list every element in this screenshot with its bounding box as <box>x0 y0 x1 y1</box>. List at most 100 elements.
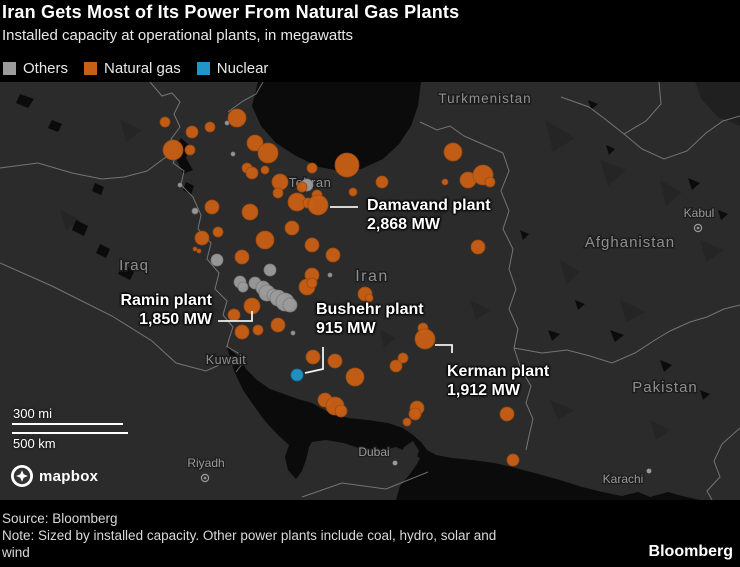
plant-marker-other <box>230 151 236 157</box>
plant-marker-natural-gas <box>348 187 358 197</box>
desert-patch <box>695 82 740 126</box>
plant-marker-natural-gas <box>234 249 250 265</box>
map-label-iran: Iran <box>355 268 389 285</box>
source-line: Source: Bloomberg <box>2 511 118 526</box>
bloomberg-logo: Bloomberg <box>648 543 733 560</box>
legend-label: Others <box>23 60 69 77</box>
plant-marker-other <box>191 207 199 215</box>
map-label-afghanistan: Afghanistan <box>585 234 675 251</box>
plant-marker-natural-gas <box>257 142 279 164</box>
map-labels: Turkmenistan Iraq Iran Afghanistan Pakistan K… <box>118 90 716 488</box>
scale-miles-label: 300 mi <box>13 406 53 421</box>
plant-marker-natural-gas <box>484 176 496 188</box>
plant-marker-other <box>290 330 296 336</box>
plant-marker-natural-gas <box>204 199 220 215</box>
mapbox-logo-icon <box>11 465 33 487</box>
plant-marker-natural-gas <box>306 162 318 174</box>
city-marker-ring <box>693 223 703 233</box>
natural-gas-swatch-icon <box>84 62 98 75</box>
map-label-turkmenistan: Turkmenistan <box>438 91 531 106</box>
plant-marker-natural-gas <box>304 237 320 253</box>
annotation-damavand: Damavand plant 2,868 MW <box>367 196 491 234</box>
plant-marker-natural-gas <box>272 187 284 199</box>
plant-marker-natural-gas <box>375 175 389 189</box>
map: Turkmenistan Iraq Iran Afghanistan Pakistan K… <box>0 82 740 500</box>
plant-marker-natural-gas <box>284 220 300 236</box>
annotation-kerman: Kerman plant 1,912 MW <box>447 362 549 400</box>
plant-marker-natural-gas <box>389 359 403 373</box>
plant-marker-natural-gas <box>334 404 348 418</box>
plant-marker-natural-gas <box>227 108 247 128</box>
plant-marker-other <box>224 120 230 126</box>
plant-marker-natural-gas <box>327 353 343 369</box>
annotation-plant-value: 2,868 MW <box>367 216 440 233</box>
caspian-sea <box>252 82 421 171</box>
plant-marker-natural-gas <box>246 134 264 152</box>
scale-km-label: 500 km <box>13 436 56 451</box>
plant-marker-natural-gas <box>408 407 422 421</box>
map-label-karachi: Karachi <box>603 472 644 486</box>
city-marker-dot <box>203 476 207 480</box>
plant-marker-natural-gas <box>184 144 196 156</box>
plant-marker-natural-gas <box>234 324 250 340</box>
scale-miles-bar <box>12 423 123 425</box>
plant-marker-natural-gas <box>196 248 202 254</box>
page-title: Iran Gets Most of Its Power From Natural… <box>2 2 460 22</box>
plant-marker-natural-gas <box>364 293 374 303</box>
plant-marker-natural-gas <box>334 152 360 178</box>
mapbox-wordmark: mapbox <box>39 467 99 485</box>
plant-marker-natural-gas <box>185 125 199 139</box>
map-label-kabul: Kabul <box>684 206 715 220</box>
plant-marker-natural-gas <box>227 308 241 322</box>
footer: Source: Bloomberg Note: Sized by install… <box>2 510 522 561</box>
plant-marker-other <box>237 281 249 293</box>
plant-marker-natural-gas <box>470 239 486 255</box>
legend-label: Nuclear <box>216 60 269 77</box>
annotation-ramin: Ramin plant 1,850 MW <box>52 291 212 329</box>
plant-marker-natural-gas <box>307 194 329 216</box>
terrain-texture <box>60 120 724 440</box>
city-marker-dot <box>696 226 700 230</box>
plant-marker-natural-gas <box>414 328 436 350</box>
plant-marker-nuclear <box>290 368 304 382</box>
page-subtitle: Installed capacity at operational plants… <box>2 27 354 44</box>
plant-marker-natural-gas <box>397 352 409 364</box>
plant-marker-natural-gas <box>306 277 318 289</box>
ramin-leader-line <box>218 311 253 322</box>
legend-item-others: Others <box>3 60 68 77</box>
annotation-bushehr: Bushehr plant 915 MW <box>316 300 424 338</box>
plant-marker-natural-gas <box>443 142 463 162</box>
map-label-pakistan: Pakistan <box>632 379 698 396</box>
map-label-riyadh: Riyadh <box>187 456 224 470</box>
plant-marker-natural-gas <box>441 178 449 186</box>
annotation-leaders <box>218 206 453 374</box>
city-marker-dot <box>392 460 398 466</box>
plant-marker-other <box>210 253 224 267</box>
legend-item-nuclear: Nuclear <box>196 60 269 77</box>
map-label-iraq: Iraq <box>119 257 149 274</box>
map-canvas: Turkmenistan Iraq Iran Afghanistan Pakistan K… <box>0 82 740 500</box>
plant-marker-natural-gas <box>325 247 341 263</box>
scale-km-bar <box>12 432 128 434</box>
plant-marker-natural-gas <box>192 246 198 252</box>
annotation-plant-value: 1,850 MW <box>139 311 212 328</box>
plant-markers <box>159 108 520 467</box>
note-line: Note: Sized by installed capacity. Other… <box>2 528 497 560</box>
country-borders <box>0 82 740 500</box>
plant-marker-other <box>177 182 183 188</box>
plant-marker-natural-gas <box>506 453 520 467</box>
plant-marker-natural-gas <box>159 116 171 128</box>
annotation-plant-name: Kerman plant <box>447 363 550 380</box>
legend: Others Natural gas Nuclear <box>3 60 284 77</box>
plant-marker-natural-gas <box>194 230 210 246</box>
plant-marker-natural-gas <box>204 121 216 133</box>
plant-marker-other <box>282 297 298 313</box>
peninsula <box>400 441 419 472</box>
annotation-plant-name: Damavand plant <box>367 197 491 214</box>
plant-marker-natural-gas <box>241 203 259 221</box>
plant-marker-natural-gas <box>270 317 286 333</box>
annotation-plant-name: Bushehr plant <box>316 301 424 318</box>
plant-marker-natural-gas <box>245 166 259 180</box>
plant-marker-natural-gas <box>252 324 264 336</box>
